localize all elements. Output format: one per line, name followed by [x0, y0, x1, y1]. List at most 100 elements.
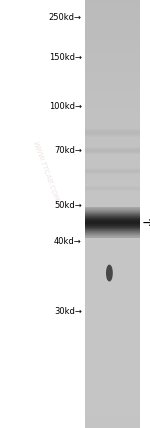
- Bar: [85, 103, 140, 105]
- Bar: [85, 152, 140, 154]
- Bar: [85, 51, 140, 54]
- Bar: [85, 171, 140, 173]
- Bar: [85, 227, 140, 229]
- Text: 30kd→: 30kd→: [54, 307, 82, 316]
- Bar: [85, 362, 140, 364]
- Bar: [85, 413, 140, 415]
- Text: 250kd→: 250kd→: [49, 12, 82, 22]
- Bar: [85, 9, 140, 11]
- Bar: [85, 45, 140, 47]
- Bar: [85, 83, 140, 86]
- Bar: [85, 92, 140, 94]
- Bar: [85, 261, 140, 263]
- Bar: [85, 231, 140, 233]
- Bar: [85, 308, 140, 310]
- Bar: [85, 355, 140, 357]
- Bar: [85, 58, 140, 60]
- Bar: [85, 238, 140, 240]
- Bar: [85, 400, 140, 402]
- Bar: [85, 240, 140, 242]
- Bar: [85, 6, 140, 9]
- Bar: [85, 64, 140, 66]
- Bar: [85, 160, 140, 163]
- Bar: [85, 101, 140, 103]
- Bar: [85, 409, 140, 411]
- Bar: [85, 216, 140, 218]
- Bar: [85, 141, 140, 143]
- Bar: [85, 263, 140, 265]
- Bar: [85, 0, 140, 2]
- Text: 50kd→: 50kd→: [54, 201, 82, 210]
- Bar: [85, 255, 140, 257]
- Bar: [85, 340, 140, 342]
- Bar: [85, 374, 140, 377]
- Bar: [85, 310, 140, 312]
- Bar: [85, 285, 140, 287]
- Bar: [85, 11, 140, 13]
- Bar: [85, 349, 140, 351]
- Bar: [85, 154, 140, 156]
- Bar: [85, 19, 140, 21]
- Bar: [85, 368, 140, 370]
- Bar: [85, 190, 140, 193]
- Bar: [85, 225, 140, 227]
- Bar: [85, 351, 140, 353]
- Bar: [85, 370, 140, 372]
- Bar: [85, 203, 140, 205]
- Bar: [85, 387, 140, 389]
- Bar: [85, 148, 140, 150]
- Bar: [85, 165, 140, 167]
- Bar: [85, 212, 140, 214]
- Bar: [85, 342, 140, 345]
- Bar: [85, 291, 140, 293]
- Bar: [85, 96, 140, 98]
- Bar: [85, 357, 140, 360]
- Bar: [85, 295, 140, 297]
- Bar: [85, 353, 140, 355]
- Bar: [85, 113, 140, 116]
- Bar: [85, 88, 140, 90]
- Bar: [85, 146, 140, 148]
- Bar: [85, 30, 140, 32]
- Bar: [85, 327, 140, 330]
- Bar: [85, 402, 140, 404]
- Bar: [85, 248, 140, 250]
- Bar: [85, 41, 140, 43]
- Bar: [85, 208, 140, 210]
- Bar: [85, 143, 140, 146]
- Bar: [85, 272, 140, 274]
- Bar: [85, 184, 140, 186]
- Bar: [85, 300, 140, 302]
- Bar: [85, 175, 140, 178]
- Bar: [85, 43, 140, 45]
- Bar: [85, 107, 140, 109]
- Circle shape: [107, 265, 112, 281]
- Bar: [85, 131, 140, 133]
- Bar: [85, 317, 140, 319]
- Bar: [85, 90, 140, 92]
- Bar: [85, 36, 140, 39]
- Bar: [85, 122, 140, 124]
- Bar: [85, 86, 140, 88]
- Bar: [85, 417, 140, 419]
- Bar: [85, 2, 140, 4]
- Bar: [85, 278, 140, 280]
- Bar: [85, 250, 140, 253]
- Bar: [85, 60, 140, 62]
- Bar: [85, 315, 140, 317]
- Bar: [85, 94, 140, 96]
- Bar: [85, 364, 140, 366]
- Bar: [85, 257, 140, 259]
- Bar: [85, 39, 140, 41]
- Bar: [85, 128, 140, 131]
- Bar: [85, 293, 140, 295]
- Bar: [85, 411, 140, 413]
- Bar: [85, 338, 140, 340]
- Bar: [85, 118, 140, 120]
- Bar: [85, 210, 140, 212]
- Bar: [85, 379, 140, 381]
- Bar: [85, 77, 140, 79]
- Bar: [85, 167, 140, 169]
- Bar: [85, 195, 140, 197]
- Bar: [85, 334, 140, 336]
